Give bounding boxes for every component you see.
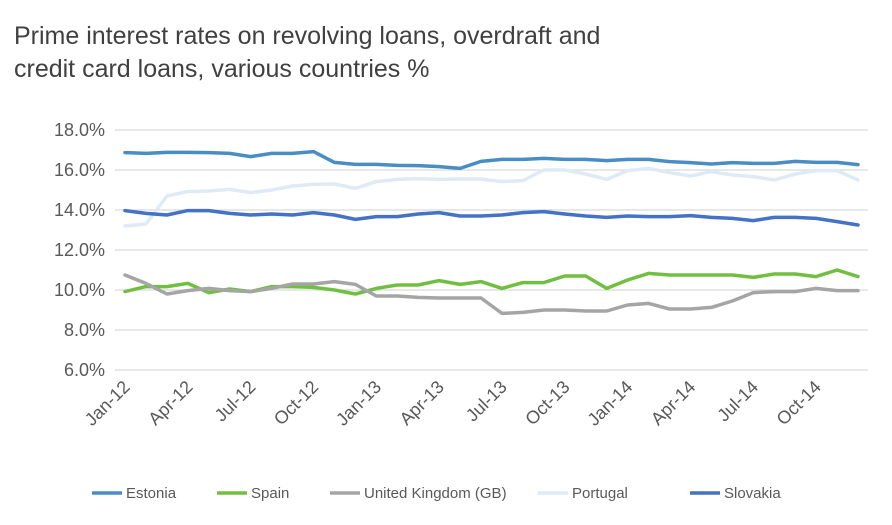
y-tick-label: 16.0% xyxy=(54,160,105,180)
y-tick-label: 6.0% xyxy=(64,360,105,380)
x-tick-label: Jan-13 xyxy=(332,377,385,430)
x-tick-label: Oct-12 xyxy=(270,377,322,429)
x-tick-label: Apr-14 xyxy=(647,377,699,429)
y-tick-label: 10.0% xyxy=(54,280,105,300)
x-tick-label: Oct-14 xyxy=(773,377,825,429)
series-line-portugal xyxy=(123,166,860,228)
x-tick-label: Jul-12 xyxy=(211,377,260,426)
x-tick-label: Jul-14 xyxy=(713,377,762,426)
chart-title-line-2: credit card loans, various countries % xyxy=(14,55,430,83)
series-line-estonia xyxy=(123,149,860,171)
x-tick-label: Jan-12 xyxy=(81,377,134,430)
x-tick-label: Jul-13 xyxy=(462,377,511,426)
y-tick-label: 12.0% xyxy=(54,240,105,260)
y-tick-label: 18.0% xyxy=(54,120,105,140)
series-line-slovakia xyxy=(123,208,860,227)
y-tick-label: 8.0% xyxy=(64,320,105,340)
legend-label: Spain xyxy=(251,485,289,502)
x-tick-label: Jan-14 xyxy=(583,377,636,430)
series-line-united-kingdom-gb- xyxy=(123,273,860,316)
legend-label: Estonia xyxy=(126,485,177,502)
x-tick-label: Apr-13 xyxy=(396,377,448,429)
legend-label: United Kingdom (GB) xyxy=(364,485,507,502)
y-tick-label: 14.0% xyxy=(54,200,105,220)
chart-title-line-1: Prime interest rates on revolving loans,… xyxy=(14,22,601,50)
legend-label: Portugal xyxy=(572,485,628,502)
legend-label: Slovakia xyxy=(724,485,781,502)
x-tick-label: Apr-12 xyxy=(144,377,196,429)
x-tick-label: Oct-13 xyxy=(521,377,573,429)
chart-title: Prime interest rates on revolving loans,… xyxy=(14,20,600,86)
